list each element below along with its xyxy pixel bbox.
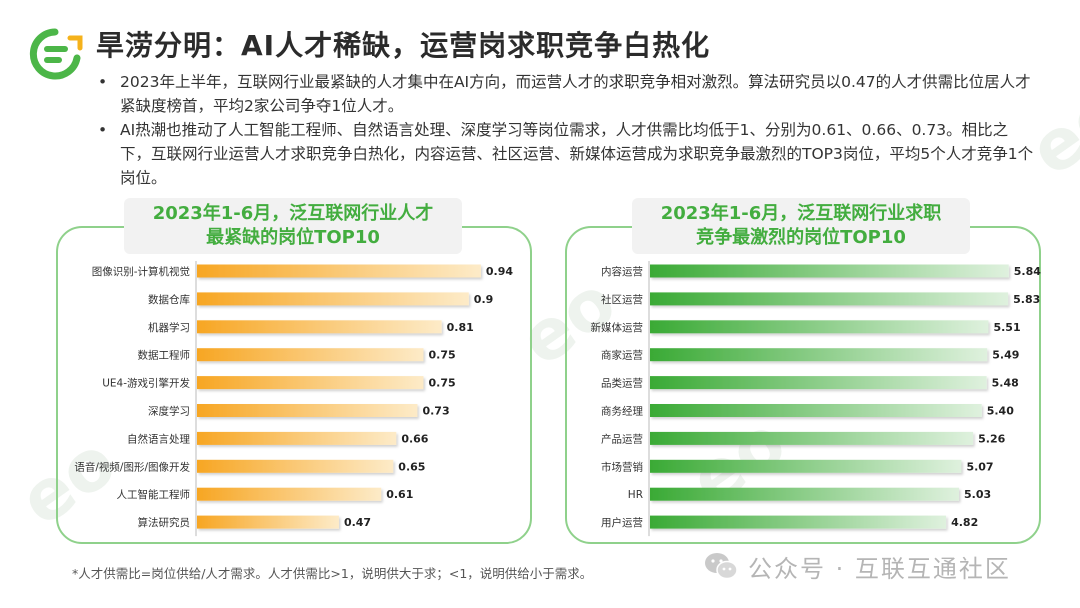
bar [650,348,988,362]
data-label: 5.26 [978,432,1005,445]
wechat-icon [705,553,738,580]
category-label: 品类运营 [601,377,643,390]
category-label: 数据工程师 [138,349,191,362]
category-label: 内容运营 [601,265,643,278]
data-label: 0.94 [486,265,513,278]
category-label: 市场营销 [601,460,643,473]
bar [197,487,382,501]
bar [197,431,397,445]
bar [197,459,394,473]
bar [650,515,947,529]
category-label: 数据仓库 [148,293,190,306]
category-label: 社区运营 [601,293,643,306]
bullet-list: 2023年上半年，互联网行业最紧缺的人才集中在AI方向，而运营人才的求职竞争相对… [96,70,1036,190]
category-label: 商家运营 [601,349,643,362]
category-label: 图像识别-计算机视觉 [92,265,190,278]
category-label: 语音/视频/图形/图像开发 [74,460,190,473]
data-label: 0.47 [344,516,371,529]
bar [650,459,962,473]
bar [197,292,469,306]
bar [650,487,959,501]
data-label: 5.49 [992,349,1019,362]
bar [650,264,1009,278]
bullet-item: 2023年上半年，互联网行业最紧缺的人才集中在AI方向，而运营人才的求职竞争相对… [96,70,1036,118]
data-label: 0.75 [429,349,456,362]
right-chart-title-line2: 竞争最激烈的岗位TOP10 [696,227,906,248]
data-label: 5.83 [1013,293,1040,306]
job-competition-bar-chart: 内容运营 5.84 社区运营 5.83 新媒体运营 5.51 商家运营 5.49 品类运营 5.4… [591,261,1041,537]
data-label: 0.9 [474,293,494,306]
category-label: 人工智能工程师 [117,488,191,501]
bullet-item: AI热潮也推动了人工智能工程师、自然语言处理、深度学习等岗位需求，人才供需比均低… [96,118,1036,190]
right-chart-title: 2023年1-6月，泛互联网行业求职 竞争最激烈的岗位TOP10 [632,198,970,254]
category-label: UE4-游戏引擎开发 [102,377,190,390]
data-label: 5.48 [992,377,1019,390]
category-label: 商务经理 [601,405,643,418]
data-label: 0.66 [401,432,428,445]
bar [197,376,424,390]
left-chart-title: 2023年1-6月，泛互联网行业人才 最紧缺的岗位TOP10 [124,198,462,254]
data-label: 0.73 [422,405,449,418]
data-label: 4.82 [951,516,978,529]
category-label: 新媒体运营 [591,321,644,334]
talent-shortage-bar-chart: 图像识别-计算机视觉 0.94 数据仓库 0.9 机器学习 0.81 数据工程师 0.75 UE… [74,261,513,537]
bar [650,404,982,417]
bar [197,404,418,417]
right-chart-title-line1: 2023年1-6月，泛互联网行业求职 [660,203,942,224]
bar [650,376,987,390]
bar [650,320,989,334]
data-label: 0.75 [429,377,456,390]
category-label: 深度学习 [148,405,190,418]
data-label: 5.40 [987,405,1014,418]
category-label: 用户运营 [601,516,643,529]
footnote: *人才供需比=岗位供给/人才需求。人才供需比>1，说明供大于求；<1，说明供给小… [72,566,593,581]
page-title: 旱涝分明：AI人才稀缺，运营岗求职竞争白热化 [96,29,711,62]
left-chart-title-line2: 最紧缺的岗位TOP10 [206,227,380,248]
data-label: 5.03 [964,488,991,501]
data-label: 0.65 [398,460,425,473]
wechat-watermark: 公众号 · 互联互通社区 [704,548,1011,584]
category-label: HR [628,489,643,501]
data-label: 0.61 [386,488,413,501]
data-label: 0.81 [447,321,474,334]
bar [650,431,974,445]
category-label: 机器学习 [148,321,190,334]
bar [197,515,339,529]
category-label: 自然语言处理 [127,432,190,445]
left-chart-title-line1: 2023年1-6月，泛互联网行业人才 [152,203,434,224]
data-label: 5.84 [1014,265,1041,278]
watermark-text: 公众号 · 互联互通社区 [748,554,1011,583]
bar [197,348,424,362]
bar [197,264,481,278]
bar [197,320,442,334]
brand-logo-icon [29,28,83,80]
data-label: 5.07 [966,460,993,473]
data-label: 5.51 [993,321,1020,334]
bar [650,292,1009,306]
category-label: 产品运营 [601,432,643,445]
category-label: 算法研究员 [138,516,191,529]
